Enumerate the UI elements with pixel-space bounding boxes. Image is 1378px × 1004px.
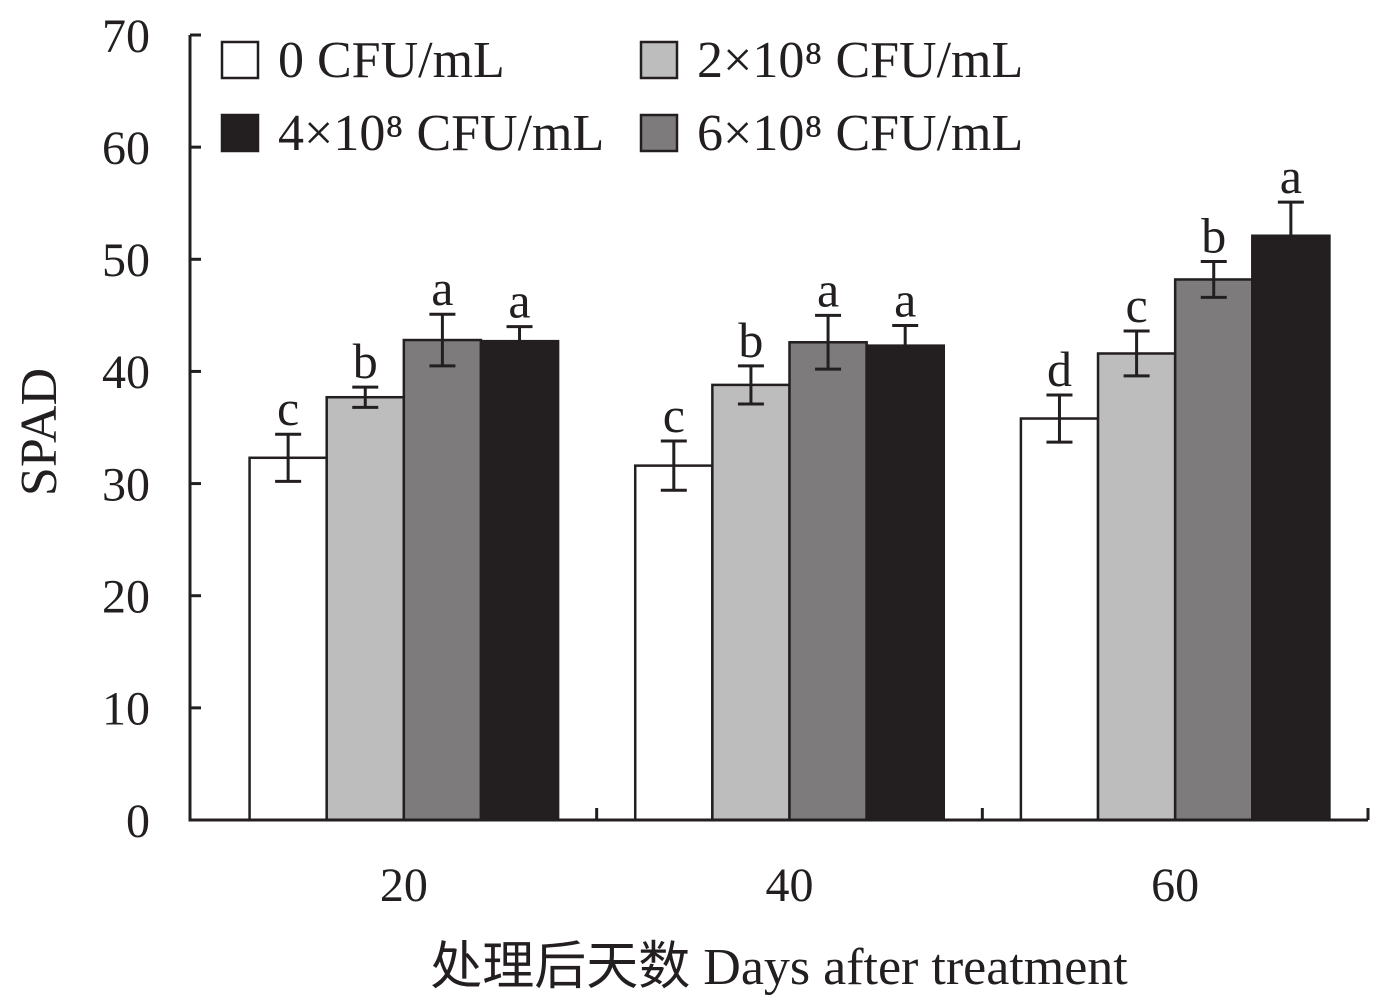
- y-tick-label-50: 50: [102, 234, 150, 287]
- y-tick-label-10: 10: [102, 683, 150, 736]
- significance-letter-day-40-series-2: a: [817, 261, 839, 317]
- bar-day-40-series-1: [711, 383, 791, 822]
- y-tick-label-60: 60: [102, 122, 150, 175]
- legend-label-series-2: 6×10⁸ CFU/mL: [697, 105, 1023, 162]
- error-bar-day-40-series-0: [660, 439, 687, 492]
- error-bar-day-40-series-2: [815, 313, 842, 371]
- legend-swatch-series-0: [220, 40, 260, 80]
- significance-letter-day-60-series-1: c: [1125, 277, 1147, 333]
- error-bar-day-40-series-1: [737, 364, 764, 406]
- legend-swatch-series-2: [639, 113, 679, 153]
- significance-letter-day-60-series-2: b: [1201, 208, 1226, 264]
- y-tick-label-30: 30: [102, 458, 150, 511]
- y-axis-title: SPAD: [11, 368, 68, 496]
- legend-label-series-1: 2×10⁸ CFU/mL: [697, 32, 1023, 89]
- error-bar-day-60-series-3: [1277, 200, 1304, 271]
- significance-letter-day-60-series-0: d: [1047, 341, 1072, 397]
- bar-day-20-series-3: [479, 339, 560, 822]
- legend-label-series-3: 4×10⁸ CFU/mL: [278, 105, 604, 162]
- bar-day-60-series-1: [1096, 352, 1177, 822]
- x-axis-title: 处理后天数 Days after treatment: [430, 939, 1128, 996]
- y-tick-label-0: 0: [126, 795, 150, 848]
- axes-layer: [188, 33, 1370, 822]
- y-tick-label-70: 70: [102, 10, 150, 63]
- bar-day-40-series-2: [788, 341, 868, 822]
- legend-label-series-0: 0 CFU/mL: [278, 32, 505, 89]
- bar-day-20-series-1: [325, 395, 406, 822]
- legend-swatch-series-3: [220, 113, 260, 153]
- y-tick-label-40: 40: [102, 346, 150, 399]
- bar-day-60-series-3: [1251, 234, 1331, 822]
- bar-day-20-series-0: [248, 456, 328, 822]
- error-bar-day-40-series-3: [892, 323, 919, 368]
- x-tick-label-40: 40: [766, 859, 814, 912]
- bar-day-20-series-2: [402, 338, 483, 822]
- bar-day-60-series-2: [1173, 278, 1254, 822]
- bar-day-60-series-0: [1019, 417, 1100, 822]
- significance-letter-day-20-series-0: c: [277, 380, 299, 436]
- legend: 0 CFU/mL 2×10⁸ CFU/mL 4×10⁸ CFU/mL 6×10⁸ CF…: [220, 32, 1023, 162]
- error-bar-day-20-series-3: [506, 325, 533, 358]
- error-bar-day-60-series-2: [1200, 260, 1227, 299]
- error-bar-day-60-series-0: [1046, 393, 1073, 444]
- significance-letter-day-40-series-1: b: [738, 312, 763, 368]
- significance-letter-day-20-series-3: a: [508, 273, 530, 329]
- legend-swatch-series-1: [639, 40, 679, 80]
- error-bar-day-60-series-1: [1123, 329, 1150, 378]
- x-tick-label-60: 60: [1151, 859, 1199, 912]
- significance-letter-day-60-series-3: a: [1280, 148, 1302, 204]
- error-bar-day-20-series-1: [352, 385, 379, 409]
- significance-letter-day-20-series-1: b: [353, 333, 378, 389]
- significance-letter-day-20-series-2: a: [431, 260, 453, 316]
- y-tick-label-20: 20: [102, 571, 150, 624]
- x-tick-label-20: 20: [380, 859, 428, 912]
- bar-day-40-series-3: [865, 344, 946, 822]
- significance-letter-day-40-series-0: c: [663, 387, 685, 443]
- error-bar-day-20-series-0: [275, 432, 302, 483]
- bars-layer: [248, 200, 1331, 822]
- significance-letter-day-40-series-3: a: [894, 271, 916, 327]
- bar-day-40-series-0: [633, 464, 714, 822]
- error-bar-day-20-series-2: [429, 312, 456, 368]
